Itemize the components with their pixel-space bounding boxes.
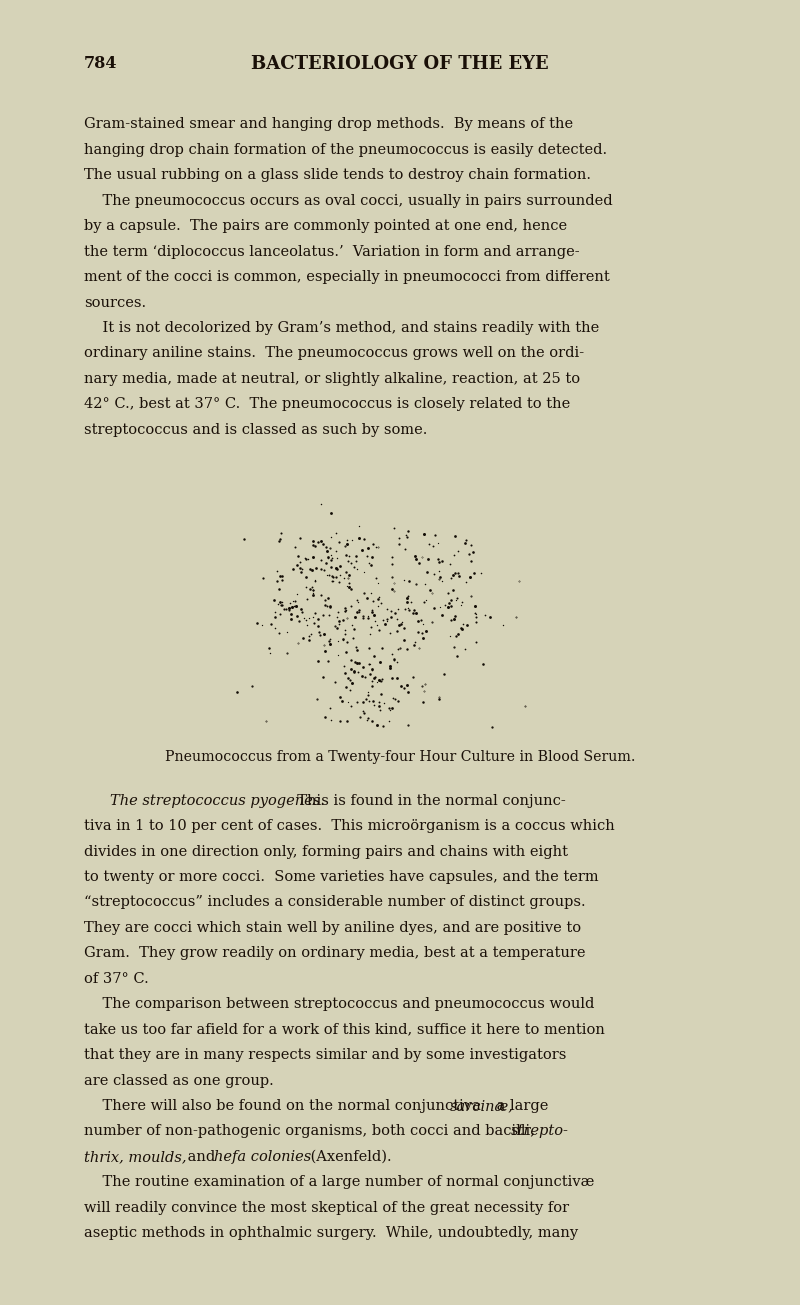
Text: They are cocci which stain well by aniline dyes, and are positive to: They are cocci which stain well by anili… — [84, 921, 581, 934]
Text: 42° C., best at 37° C.  The pneumococcus is closely related to the: 42° C., best at 37° C. The pneumococcus … — [84, 397, 570, 411]
Text: Pneumococcus from a Twenty-four Hour Culture in Blood Serum.: Pneumococcus from a Twenty-four Hour Cul… — [165, 750, 635, 765]
Text: The pneumococcus occurs as oval cocci, usually in pairs surrounded: The pneumococcus occurs as oval cocci, u… — [84, 193, 613, 207]
Text: divides in one direction only, forming pairs and chains with eight: divides in one direction only, forming p… — [84, 844, 568, 859]
Text: ordinary aniline stains.  The pneumococcus grows well on the ordi-: ordinary aniline stains. The pneumococcu… — [84, 346, 584, 360]
Text: will readily convince the most skeptical of the great necessity for: will readily convince the most skeptical… — [84, 1201, 569, 1215]
Text: The streptococcus pyogenes.: The streptococcus pyogenes. — [110, 793, 326, 808]
Text: hanging drop chain formation of the pneumococcus is easily detected.: hanging drop chain formation of the pneu… — [84, 142, 607, 157]
Text: are classed as one group.: are classed as one group. — [84, 1074, 274, 1087]
Text: It is not decolorized by Gram’s method, and stains readily with the: It is not decolorized by Gram’s method, … — [84, 321, 599, 335]
Text: and: and — [183, 1150, 220, 1164]
Text: 784: 784 — [84, 55, 118, 72]
Text: the term ‘diplococcus lanceolatus.’  Variation in form and arrange-: the term ‘diplococcus lanceolatus.’ Vari… — [84, 244, 580, 258]
Text: The comparison between streptococcus and pneumococcus would: The comparison between streptococcus and… — [84, 997, 594, 1011]
Text: BACTERIOLOGY OF THE EYE: BACTERIOLOGY OF THE EYE — [251, 55, 549, 73]
Text: hefa colonies: hefa colonies — [214, 1150, 312, 1164]
Text: streptococcus and is classed as such by some.: streptococcus and is classed as such by … — [84, 423, 427, 437]
Text: Gram-stained smear and hanging drop methods.  By means of the: Gram-stained smear and hanging drop meth… — [84, 117, 573, 132]
Text: of 37° C.: of 37° C. — [84, 972, 149, 985]
Text: sarcinæ,: sarcinæ, — [450, 1099, 514, 1113]
Text: “streptococcus” includes a considerable number of distinct groups.: “streptococcus” includes a considerable … — [84, 895, 586, 910]
Text: (Axenfeld).: (Axenfeld). — [306, 1150, 392, 1164]
Text: by a capsule.  The pairs are commonly pointed at one end, hence: by a capsule. The pairs are commonly poi… — [84, 219, 567, 234]
Text: thrix, moulds,: thrix, moulds, — [84, 1150, 186, 1164]
Text: Gram.  They grow readily on ordinary media, best at a temperature: Gram. They grow readily on ordinary medi… — [84, 946, 586, 960]
Text: This is found in the normal conjunc-: This is found in the normal conjunc- — [288, 793, 566, 808]
Text: that they are in many respects similar and by some investigators: that they are in many respects similar a… — [84, 1048, 566, 1062]
Text: sources.: sources. — [84, 295, 146, 309]
Text: ment of the cocci is common, especially in pneumococci from different: ment of the cocci is common, especially … — [84, 270, 610, 284]
Text: tiva in 1 to 10 per cent of cases.  This microörganism is a coccus which: tiva in 1 to 10 per cent of cases. This … — [84, 820, 614, 833]
Text: number of non-pathogenic organisms, both cocci and bacilli,: number of non-pathogenic organisms, both… — [84, 1125, 540, 1138]
Text: take us too far afield for a work of this kind, suffice it here to mention: take us too far afield for a work of thi… — [84, 1023, 605, 1036]
Text: nary media, made at neutral, or slightly alkaline, reaction, at 25 to: nary media, made at neutral, or slightly… — [84, 372, 580, 386]
Text: aseptic methods in ophthalmic surgery.  While, undoubtedly, many: aseptic methods in ophthalmic surgery. W… — [84, 1227, 578, 1240]
Text: The routine examination of a large number of normal conjunctivæ: The routine examination of a large numbe… — [84, 1176, 594, 1189]
Text: strepto-: strepto- — [511, 1125, 570, 1138]
Text: a large: a large — [492, 1099, 548, 1113]
Text: to twenty or more cocci.  Some varieties have capsules, and the term: to twenty or more cocci. Some varieties … — [84, 870, 598, 883]
Text: The usual rubbing on a glass slide tends to destroy chain formation.: The usual rubbing on a glass slide tends… — [84, 168, 591, 183]
Text: There will also be found on the normal conjunctiva: There will also be found on the normal c… — [84, 1099, 486, 1113]
